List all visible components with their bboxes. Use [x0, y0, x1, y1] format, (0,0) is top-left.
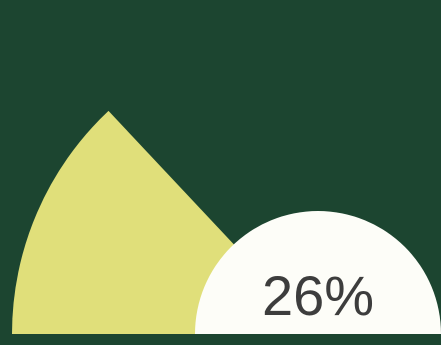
gauge-center-disc: [195, 211, 441, 334]
gauge-value-label: 26%: [262, 264, 374, 327]
